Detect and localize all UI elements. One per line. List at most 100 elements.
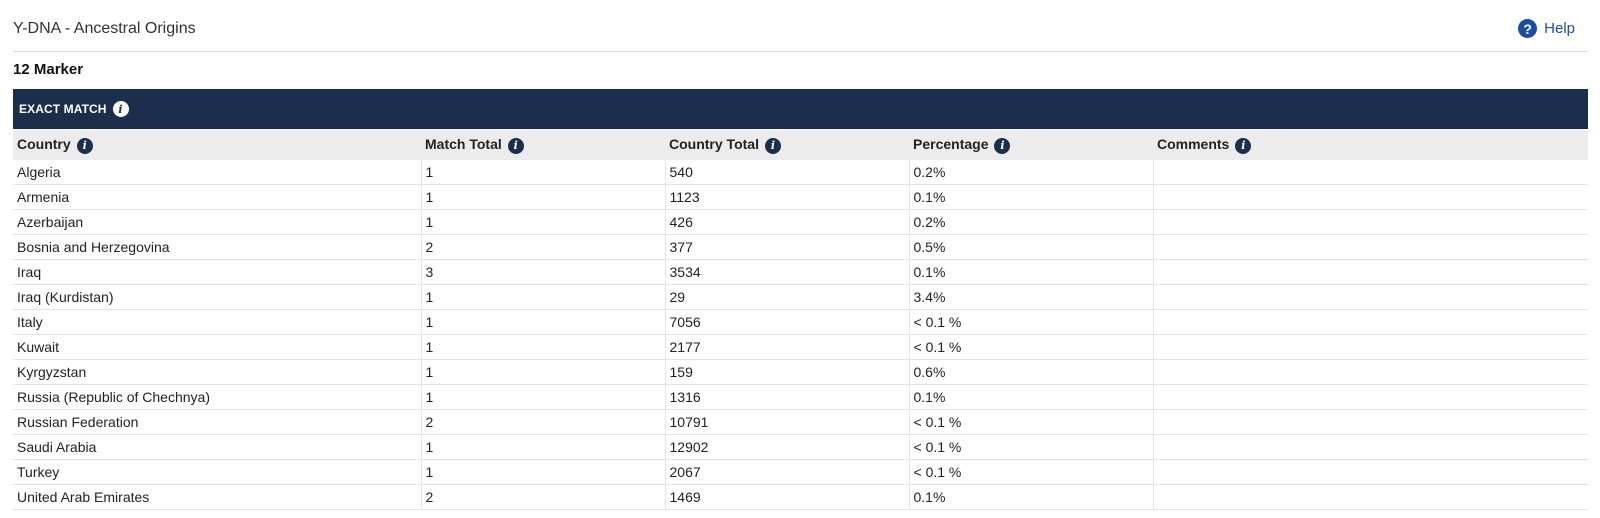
table-row: Algeria 1 540 0.2% bbox=[13, 160, 1588, 185]
cell-comments bbox=[1153, 259, 1588, 285]
cell-match-total: 2 bbox=[421, 409, 666, 435]
cell-match-total: 1 bbox=[421, 209, 666, 235]
cell-percentage: 0.2% bbox=[909, 209, 1154, 235]
help-label: Help bbox=[1544, 20, 1575, 37]
cell-country-total: 12902 bbox=[665, 434, 910, 460]
cell-match-total: 1 bbox=[421, 459, 666, 485]
cell-comments bbox=[1153, 384, 1588, 410]
cell-percentage: 0.1% bbox=[909, 384, 1154, 410]
ancestral-origins-table: Country i Match Total i Country Total i Per… bbox=[13, 130, 1588, 510]
cell-country: Kuwait bbox=[13, 334, 422, 360]
table-row: United Arab Emirates 2 1469 0.1% bbox=[13, 484, 1588, 510]
cell-country: Russia (Republic of Chechnya) bbox=[13, 384, 422, 410]
cell-comments bbox=[1153, 184, 1588, 210]
cell-percentage: 3.4% bbox=[909, 284, 1154, 310]
table-row: Saudi Arabia 1 12902 < 0.1 % bbox=[13, 434, 1588, 460]
cell-comments bbox=[1153, 234, 1588, 260]
table-row: Russian Federation 2 10791 < 0.1 % bbox=[13, 409, 1588, 435]
cell-country: Iraq (Kurdistan) bbox=[13, 284, 422, 310]
table-row: Iraq (Kurdistan) 1 29 3.4% bbox=[13, 284, 1588, 310]
cell-country: Italy bbox=[13, 309, 422, 335]
cell-country-total: 2177 bbox=[665, 334, 910, 360]
cell-country-total: 540 bbox=[665, 160, 910, 185]
cell-match-total: 1 bbox=[421, 184, 666, 210]
cell-country-total: 10791 bbox=[665, 409, 910, 435]
cell-country-total: 3534 bbox=[665, 259, 910, 285]
cell-percentage: < 0.1 % bbox=[909, 459, 1154, 485]
cell-comments bbox=[1153, 409, 1588, 435]
table-row: Turkey 1 2067 < 0.1 % bbox=[13, 459, 1588, 485]
column-header-comments: Comments i bbox=[1153, 130, 1588, 160]
cell-percentage: < 0.1 % bbox=[909, 334, 1154, 360]
cell-comments bbox=[1153, 359, 1588, 385]
cell-country-total: 159 bbox=[665, 359, 910, 385]
cell-country-total: 7056 bbox=[665, 309, 910, 335]
table-row: Iraq 3 3534 0.1% bbox=[13, 259, 1588, 285]
cell-country: United Arab Emirates bbox=[13, 484, 422, 510]
info-icon[interactable]: i bbox=[994, 137, 1011, 154]
cell-match-total: 2 bbox=[421, 484, 666, 510]
cell-country: Turkey bbox=[13, 459, 422, 485]
cell-country: Bosnia and Herzegovina bbox=[13, 234, 422, 260]
cell-country-total: 377 bbox=[665, 234, 910, 260]
cell-match-total: 1 bbox=[421, 309, 666, 335]
cell-match-total: 1 bbox=[421, 434, 666, 460]
cell-comments bbox=[1153, 434, 1588, 460]
cell-percentage: < 0.1 % bbox=[909, 409, 1154, 435]
cell-country: Saudi Arabia bbox=[13, 434, 422, 460]
table-row: Armenia 1 1123 0.1% bbox=[13, 184, 1588, 210]
help-link[interactable]: ? Help bbox=[1518, 19, 1575, 38]
cell-comments bbox=[1153, 284, 1588, 310]
cell-match-total: 1 bbox=[421, 284, 666, 310]
info-icon[interactable]: i bbox=[76, 137, 93, 154]
cell-match-total: 1 bbox=[421, 359, 666, 385]
cell-match-total: 2 bbox=[421, 234, 666, 260]
cell-country: Algeria bbox=[13, 160, 422, 185]
column-header-match-total: Match Total i bbox=[421, 130, 665, 160]
cell-country-total: 29 bbox=[665, 284, 910, 310]
cell-comments bbox=[1153, 484, 1588, 510]
cell-percentage: 0.1% bbox=[909, 184, 1154, 210]
cell-comments bbox=[1153, 160, 1588, 185]
cell-comments bbox=[1153, 334, 1588, 360]
page-header: Y-DNA - Ancestral Origins ? Help bbox=[13, 0, 1588, 52]
cell-country-total: 1316 bbox=[665, 384, 910, 410]
cell-percentage: 0.1% bbox=[909, 484, 1154, 510]
marker-section-title: 12 Marker bbox=[13, 61, 84, 78]
cell-country: Armenia bbox=[13, 184, 422, 210]
cell-match-total: 1 bbox=[421, 160, 666, 185]
info-icon[interactable]: i bbox=[1235, 137, 1252, 154]
page-title: Y-DNA - Ancestral Origins bbox=[13, 20, 196, 37]
cell-country: Russian Federation bbox=[13, 409, 422, 435]
table-row: Kuwait 1 2177 < 0.1 % bbox=[13, 334, 1588, 360]
table-row: Azerbaijan 1 426 0.2% bbox=[13, 209, 1588, 235]
table-row: Russia (Republic of Chechnya) 1 1316 0.1% bbox=[13, 384, 1588, 410]
cell-match-total: 1 bbox=[421, 384, 666, 410]
cell-country-total: 1123 bbox=[665, 184, 910, 210]
cell-country-total: 426 bbox=[665, 209, 910, 235]
table-row: Kyrgyzstan 1 159 0.6% bbox=[13, 359, 1588, 385]
cell-percentage: 0.2% bbox=[909, 160, 1154, 185]
cell-percentage: 0.5% bbox=[909, 234, 1154, 260]
cell-percentage: < 0.1 % bbox=[909, 434, 1154, 460]
cell-country: Azerbaijan bbox=[13, 209, 422, 235]
cell-country-total: 1469 bbox=[665, 484, 910, 510]
cell-percentage: 0.6% bbox=[909, 359, 1154, 385]
table-header-row: Country i Match Total i Country Total i Per… bbox=[13, 130, 1588, 160]
column-header-country-total: Country Total i bbox=[665, 130, 909, 160]
cell-comments bbox=[1153, 209, 1588, 235]
info-icon[interactable]: i bbox=[112, 101, 129, 117]
info-icon[interactable]: i bbox=[507, 137, 524, 154]
table-body: Algeria 1 540 0.2% Armenia 1 1123 0.1% Azerbaija… bbox=[13, 160, 1588, 510]
cell-comments bbox=[1153, 309, 1588, 335]
info-icon[interactable]: i bbox=[764, 137, 781, 154]
exact-match-label: EXACT MATCH bbox=[19, 102, 107, 116]
column-header-percentage: Percentage i bbox=[909, 130, 1153, 160]
table-row: Italy 1 7056 < 0.1 % bbox=[13, 309, 1588, 335]
cell-country: Iraq bbox=[13, 259, 422, 285]
cell-match-total: 3 bbox=[421, 259, 666, 285]
cell-match-total: 1 bbox=[421, 334, 666, 360]
cell-percentage: 0.1% bbox=[909, 259, 1154, 285]
cell-country: Kyrgyzstan bbox=[13, 359, 422, 385]
exact-match-banner: EXACT MATCH i bbox=[13, 89, 1588, 129]
